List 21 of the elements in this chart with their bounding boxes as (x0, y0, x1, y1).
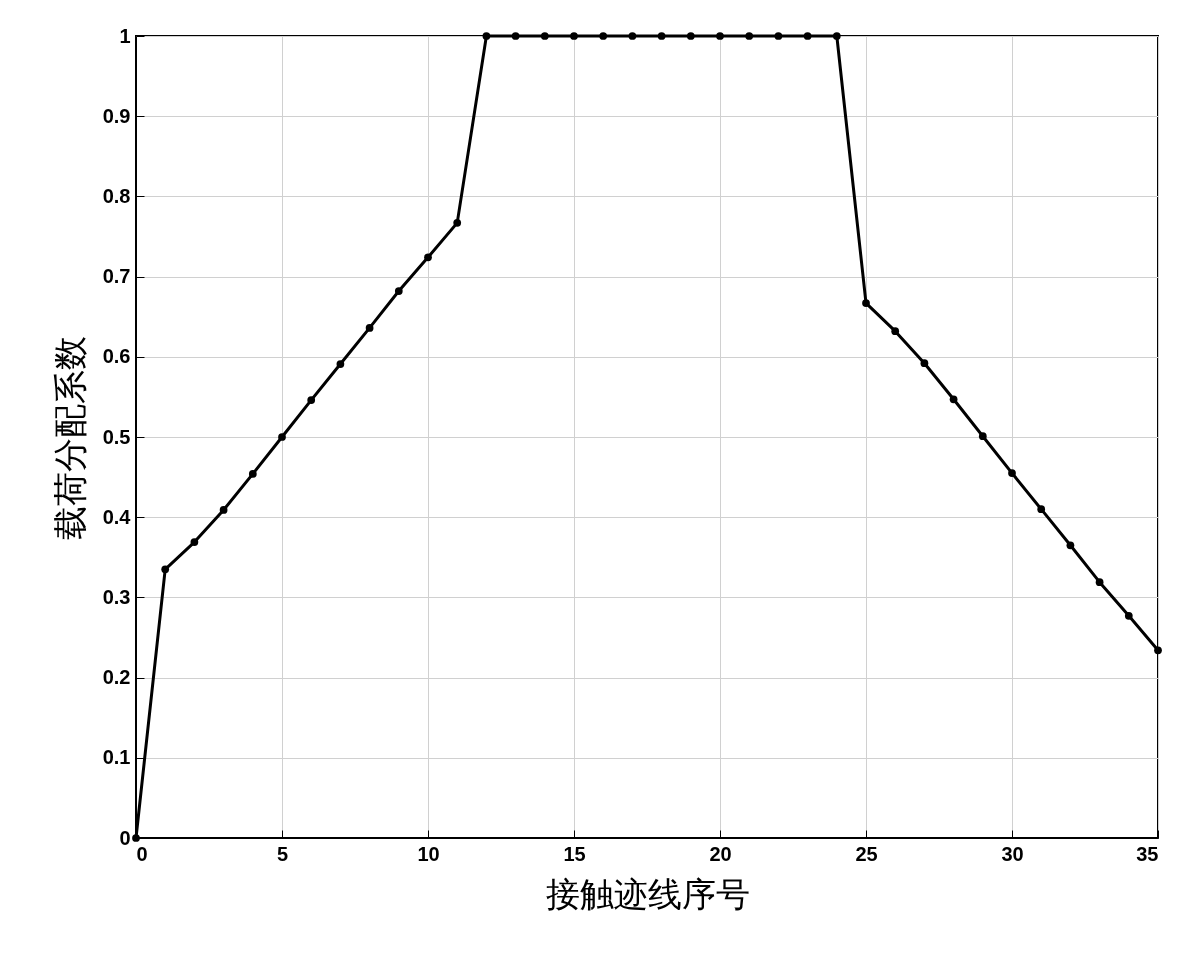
y-tick-label: 0.2 (102, 666, 131, 689)
y-tick-label: 0.3 (102, 585, 131, 608)
x-tick-label: 0 (136, 842, 148, 865)
x-tick-label: 25 (855, 842, 878, 865)
y-tick-label: 0 (119, 826, 131, 849)
x-tick-label: 20 (709, 842, 732, 865)
x-axis-title: 接触迹线序号 (545, 873, 750, 914)
x-tick-label: 15 (563, 842, 586, 865)
x-tick-label: 30 (1001, 842, 1024, 865)
y-tick-label: 0.7 (102, 265, 131, 288)
y-tick-label: 0.1 (102, 746, 131, 769)
x-tick-label: 35 (1136, 842, 1159, 865)
y-tick-label: 0.6 (102, 345, 131, 368)
x-tick-label: 10 (417, 842, 440, 865)
y-tick-label: 1 (119, 24, 131, 47)
y-tick-label: 0.8 (102, 184, 131, 207)
x-tick-label: 5 (276, 842, 289, 865)
y-axis-title: 载荷分配系数 (49, 335, 90, 540)
y-tick-label: 0.5 (102, 425, 131, 448)
y-tick-label: 0.9 (102, 104, 131, 127)
y-tick-label: 0.4 (102, 505, 132, 528)
